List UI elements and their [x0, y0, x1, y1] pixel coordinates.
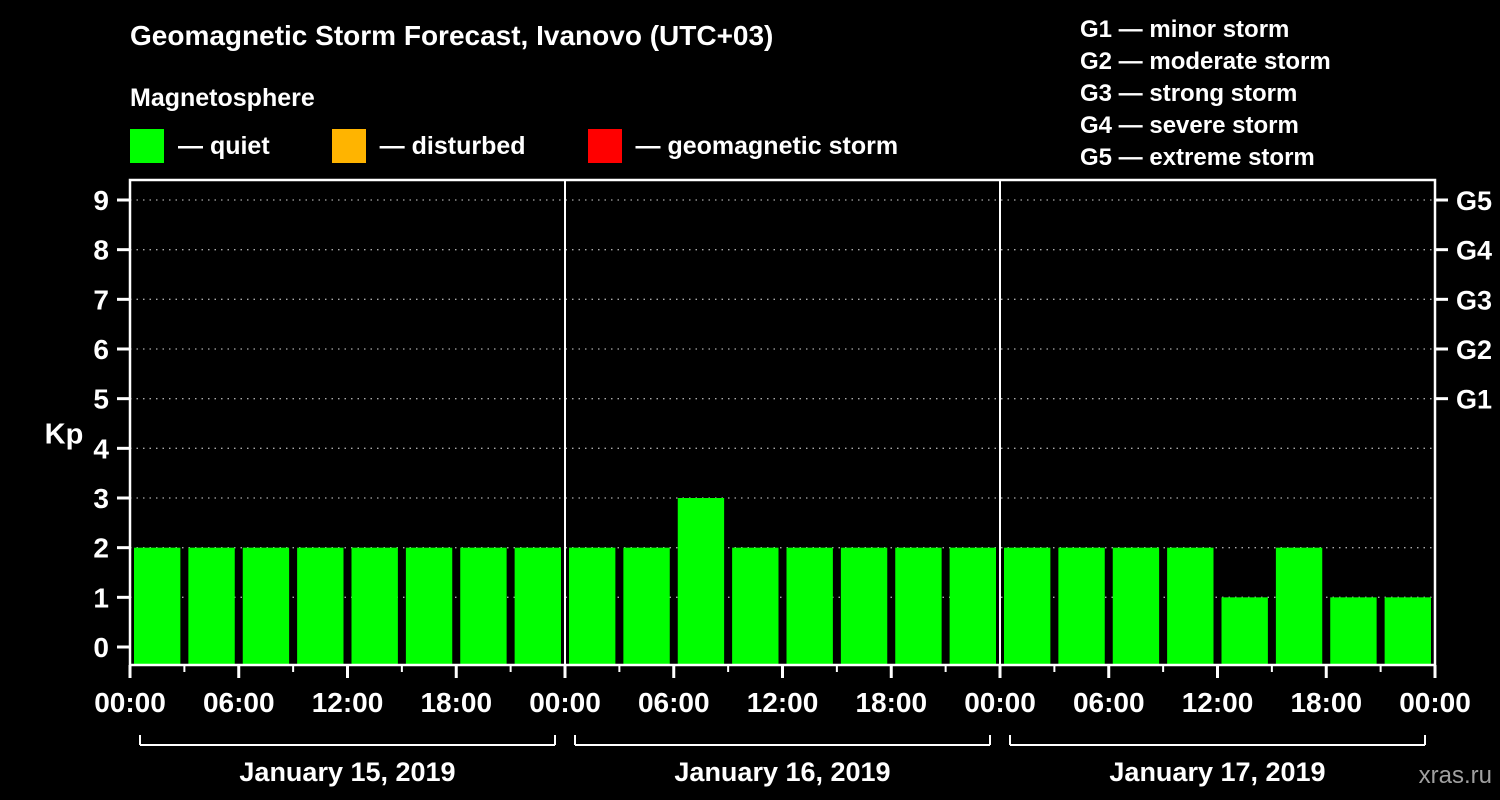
kp-bar [895, 547, 942, 665]
kp-bar [623, 547, 670, 665]
watermark: xras.ru [1418, 762, 1492, 789]
y-tick-label: 4 [93, 433, 109, 464]
x-tick-label: 18:00 [855, 687, 927, 718]
date-label: January 16, 2019 [674, 757, 890, 787]
legend-label-quiet: — quiet [178, 131, 270, 160]
x-tick-label: 06:00 [203, 687, 275, 718]
quiet-color-swatch [130, 129, 164, 163]
storm-scale-g3: G3 — strong storm [1080, 80, 1298, 107]
kp-bar [1004, 547, 1051, 665]
chart-subtitle: Magnetosphere [130, 84, 315, 112]
kp-bar [134, 547, 181, 665]
x-tick-label: 12:00 [747, 687, 819, 718]
page-title: Geomagnetic Storm Forecast, Ivanovo (UTC… [130, 20, 774, 51]
kp-bar [732, 547, 779, 665]
kp-bar [1330, 597, 1377, 665]
storm-scale-g1: G1 — minor storm [1080, 16, 1290, 43]
y-tick-label: 1 [93, 582, 109, 613]
kp-bar [677, 498, 725, 665]
storm-scale-g2: G2 — moderate storm [1080, 48, 1331, 75]
legend-item-disturbed: — disturbed [331, 129, 526, 163]
legend-label-storm: — geomagnetic storm [635, 131, 899, 160]
kp-bar [1112, 547, 1160, 665]
x-tick-label: 18:00 [420, 687, 492, 718]
kp-bar [569, 547, 616, 665]
x-tick-label: 06:00 [638, 687, 710, 718]
g-scale-label: G3 [1456, 285, 1492, 315]
x-tick-label: 00:00 [529, 687, 601, 718]
kp-bar [949, 547, 996, 665]
kp-bar [351, 547, 398, 665]
x-tick-label: 00:00 [964, 687, 1036, 718]
y-axis-label: Kp [45, 418, 84, 450]
kp-bar [1384, 597, 1431, 665]
y-tick-label: 6 [93, 334, 109, 365]
date-label: January 15, 2019 [239, 757, 455, 787]
kp-bar [1167, 547, 1214, 665]
x-tick-label: 18:00 [1290, 687, 1362, 718]
y-tick-label: 8 [93, 235, 109, 266]
g-scale-label: G5 [1456, 186, 1492, 216]
g-scale-label: G1 [1456, 385, 1492, 415]
y-tick-label: 7 [93, 284, 109, 315]
legend-item-quiet: — quiet [130, 129, 270, 163]
kp-bar [840, 547, 888, 665]
kp-legend: — quiet — disturbed — geomagnetic storm [130, 129, 898, 163]
kp-bar [188, 547, 235, 665]
y-tick-label: 9 [93, 185, 109, 216]
date-label: January 17, 2019 [1109, 757, 1325, 787]
kp-bar [786, 547, 833, 665]
y-tick-label: 3 [93, 483, 109, 514]
kp-bar [242, 547, 290, 665]
kp-bar [297, 547, 344, 665]
storm-scale-legend: G1 — minor storm G2 — moderate storm G3 … [1080, 14, 1331, 174]
y-tick-label: 0 [93, 632, 109, 663]
kp-bar [460, 547, 507, 665]
kp-bar [1058, 547, 1105, 665]
y-tick-label: 2 [93, 533, 109, 564]
g-scale-label: G2 [1456, 335, 1492, 365]
kp-bar [514, 547, 561, 665]
storm-color-swatch [587, 129, 622, 163]
kp-bar [405, 547, 453, 665]
legend-label-disturbed: — disturbed [379, 131, 526, 160]
x-tick-label: 06:00 [1073, 687, 1145, 718]
x-tick-label: 12:00 [312, 687, 384, 718]
legend-item-storm: — geomagnetic storm [587, 129, 899, 163]
g-scale-label: G4 [1456, 236, 1492, 266]
kp-bar [1275, 547, 1323, 665]
x-tick-label: 12:00 [1182, 687, 1254, 718]
x-tick-label: 00:00 [1399, 687, 1471, 718]
x-tick-label: 00:00 [94, 687, 166, 718]
disturbed-color-swatch [331, 129, 366, 163]
y-tick-label: 5 [93, 384, 109, 415]
storm-scale-g5: G5 — extreme storm [1080, 144, 1315, 171]
kp-bar [1221, 597, 1268, 665]
storm-scale-g4: G4 — severe storm [1080, 112, 1299, 139]
